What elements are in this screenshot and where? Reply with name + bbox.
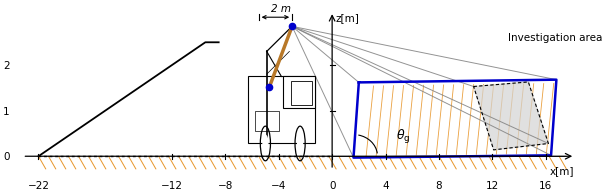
Polygon shape bbox=[283, 76, 315, 108]
Text: Investigation area: Investigation area bbox=[508, 33, 602, 43]
Text: 2 m: 2 m bbox=[271, 3, 291, 14]
Text: x[m]: x[m] bbox=[549, 166, 574, 176]
Circle shape bbox=[263, 135, 268, 152]
Circle shape bbox=[298, 135, 302, 152]
Text: z[m]: z[m] bbox=[336, 13, 359, 23]
Polygon shape bbox=[474, 82, 548, 150]
Text: $\theta_{\rm g}$: $\theta_{\rm g}$ bbox=[395, 128, 410, 146]
Polygon shape bbox=[248, 76, 315, 144]
Polygon shape bbox=[254, 111, 278, 131]
Polygon shape bbox=[291, 81, 312, 105]
Polygon shape bbox=[354, 80, 556, 158]
